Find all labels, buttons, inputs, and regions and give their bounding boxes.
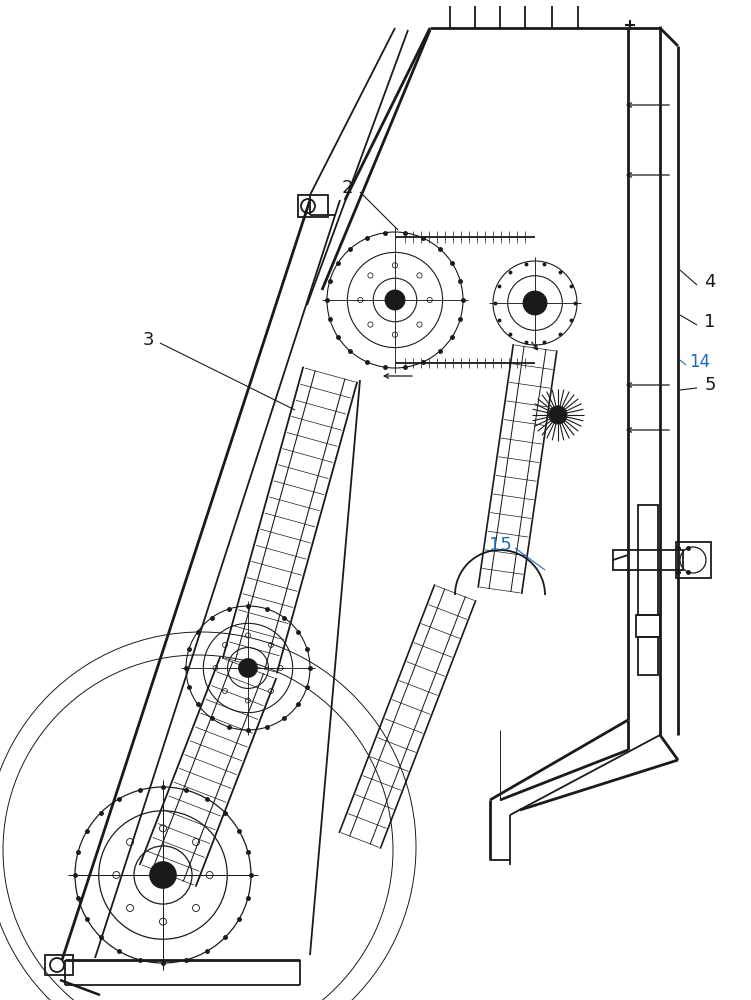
Text: 14: 14	[689, 353, 710, 371]
Text: 2: 2	[341, 179, 353, 197]
Bar	[676, 542, 711, 578]
Text: 1: 1	[704, 313, 716, 331]
Text: 15: 15	[489, 536, 511, 554]
Text: 3: 3	[142, 331, 154, 349]
Text: 4: 4	[704, 273, 716, 291]
Bar	[613, 550, 683, 570]
Bar	[636, 615, 660, 637]
Bar	[298, 195, 328, 217]
Circle shape	[523, 291, 547, 315]
Text: 5: 5	[704, 376, 716, 394]
Circle shape	[150, 862, 176, 888]
Circle shape	[549, 406, 567, 424]
Bar	[638, 505, 658, 615]
Bar	[45, 955, 73, 975]
Circle shape	[239, 659, 257, 677]
Bar	[638, 637, 658, 675]
Circle shape	[385, 290, 405, 310]
